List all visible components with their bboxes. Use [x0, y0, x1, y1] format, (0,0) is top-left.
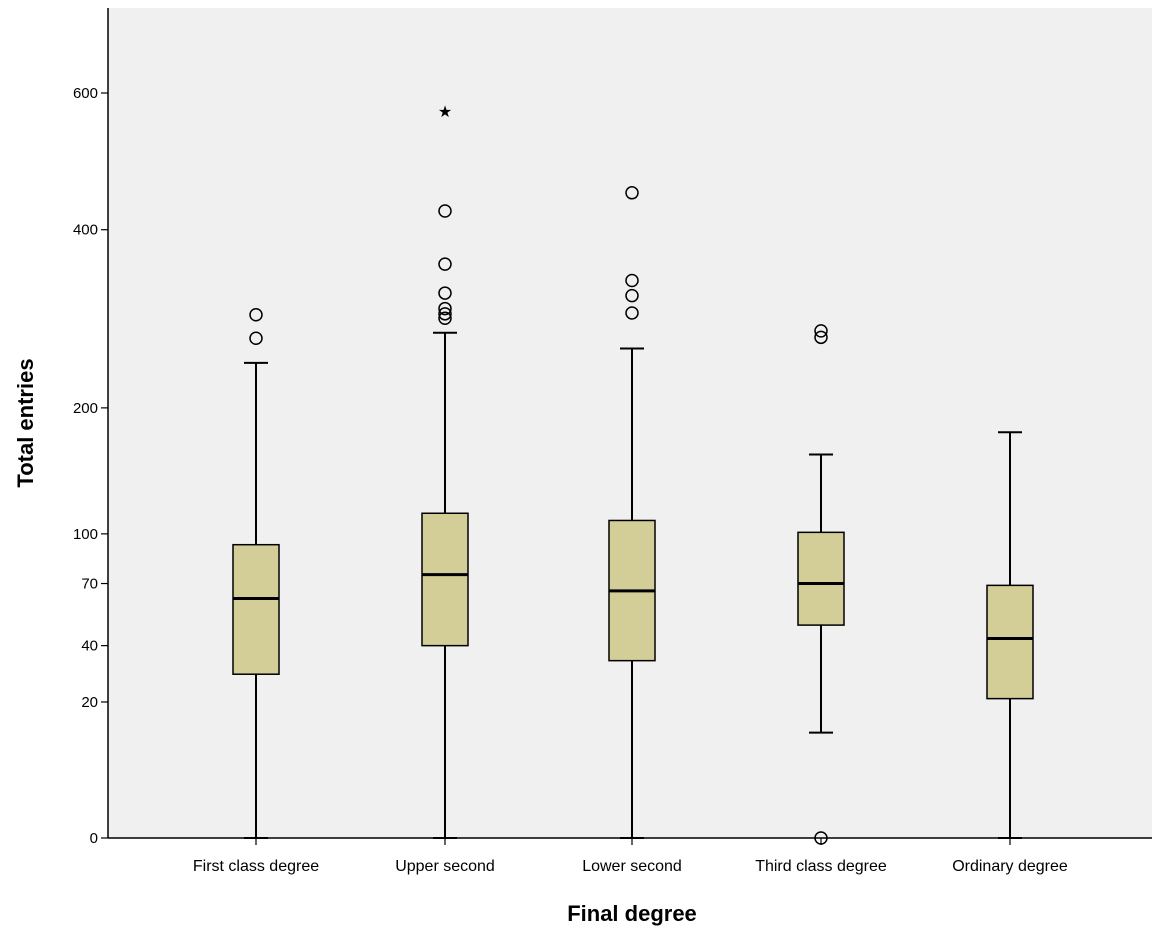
box-group — [797, 324, 845, 845]
box-group — [986, 431, 1034, 839]
extreme-point: ★ — [438, 102, 452, 121]
x-tick-label: Upper second — [395, 858, 495, 875]
iqr-box — [797, 531, 845, 626]
x-tick-label: Ordinary degree — [952, 858, 1068, 875]
y-tick-label: 0 — [90, 830, 98, 847]
outlier-point — [438, 311, 452, 326]
outlier-point — [438, 286, 452, 300]
outlier-point — [438, 204, 452, 218]
outlier-point — [625, 288, 639, 303]
iqr-box — [421, 512, 469, 647]
outlier-point — [249, 307, 263, 322]
y-axis-title: Total entries — [13, 358, 38, 487]
outlier-point — [249, 331, 263, 345]
x-tick-label: First class degree — [193, 858, 319, 875]
iqr-box — [232, 543, 280, 675]
plot-area — [108, 8, 1152, 838]
outlier-point — [625, 186, 639, 200]
outlier-point — [625, 306, 639, 320]
x-tick-label: Lower second — [582, 858, 682, 875]
x-axis-title: Final degree — [567, 901, 697, 926]
y-tick-label: 40 — [81, 638, 98, 655]
box-group: ★ — [421, 102, 469, 839]
y-tick-label: 70 — [81, 576, 98, 593]
outlier-point — [625, 273, 639, 288]
y-tick-label: 100 — [73, 526, 98, 543]
iqr-box — [986, 584, 1034, 700]
x-ticks: First class degree Upper second Lower seco… — [193, 838, 1068, 875]
outlier-point — [814, 330, 828, 345]
outlier-point — [438, 307, 452, 321]
x-tick-label: Third class degree — [755, 858, 887, 875]
outlier-point — [814, 324, 828, 338]
box-series: ★ — [232, 102, 1034, 845]
y-tick-label: 400 — [73, 222, 98, 239]
outlier-point — [438, 301, 452, 316]
y-ticks: 0 20 40 70 100 200 400 600 — [73, 85, 108, 847]
outlier-point — [438, 257, 452, 271]
y-tick-label: 600 — [73, 85, 98, 102]
y-tick-label: 200 — [73, 400, 98, 417]
y-tick-label: 20 — [81, 694, 98, 711]
box-group — [608, 186, 656, 839]
